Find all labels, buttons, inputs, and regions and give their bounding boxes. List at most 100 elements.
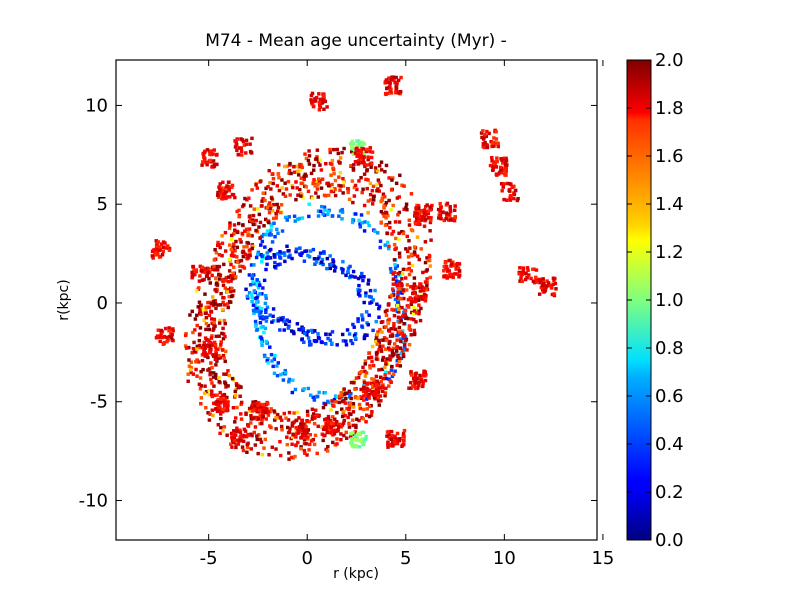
heatmap-cell — [307, 339, 312, 344]
heatmap-cell — [197, 338, 202, 343]
heatmap-cell — [309, 93, 314, 98]
heatmap-cell — [409, 371, 413, 375]
heatmap-cell — [269, 187, 273, 191]
heatmap-cell — [417, 311, 421, 316]
heatmap-cell — [412, 317, 416, 322]
heatmap-cell — [232, 223, 237, 227]
heatmap-cell — [155, 250, 160, 254]
heatmap-cell — [250, 246, 254, 251]
colorbar-tick-label: 1.8 — [655, 98, 684, 119]
heatmap-cell — [363, 359, 368, 363]
colorbar-tick-label: 0.4 — [655, 434, 684, 455]
heatmap-cell — [398, 173, 402, 178]
heatmap-cell — [216, 190, 220, 195]
heatmap-cell — [377, 189, 381, 193]
heatmap-cell — [246, 231, 250, 235]
heatmap-cell — [156, 240, 160, 244]
heatmap-cell — [383, 373, 387, 377]
heatmap-cell — [379, 320, 384, 325]
heatmap-cell — [306, 413, 310, 417]
heatmap-cell — [216, 303, 220, 307]
heatmap-cell — [375, 383, 379, 387]
heatmap-cell — [210, 295, 215, 299]
heatmap-cell — [220, 278, 225, 282]
heatmap-cell — [307, 214, 311, 219]
heatmap-cell — [260, 199, 264, 203]
heatmap-cell — [426, 215, 430, 220]
heatmap-cell — [273, 265, 277, 269]
heatmap-cell — [319, 186, 324, 190]
heatmap-cell — [309, 439, 314, 443]
heatmap-cell — [339, 432, 343, 436]
heatmap-cell — [395, 431, 400, 436]
heatmap-cell — [341, 390, 346, 395]
heatmap-cell — [349, 391, 353, 396]
heatmap-cell — [319, 204, 324, 209]
heatmap-cell — [398, 89, 403, 94]
heatmap-cell — [374, 319, 378, 324]
heatmap-cell — [332, 187, 337, 191]
heatmap-cell — [303, 172, 307, 177]
heatmap-cell — [325, 181, 329, 186]
heatmap-cell — [330, 341, 334, 345]
heatmap-cell — [328, 338, 332, 342]
heatmap-cell — [358, 225, 363, 229]
heatmap-cell — [211, 352, 215, 357]
heatmap-cell — [383, 370, 388, 374]
heatmap-cell — [422, 292, 427, 297]
heatmap-cell — [549, 285, 554, 290]
heatmap-cell — [358, 288, 362, 293]
heatmap-cell — [538, 279, 542, 284]
heatmap-cell — [287, 451, 291, 455]
heatmap-cell — [233, 248, 237, 253]
heatmap-cell — [409, 333, 413, 337]
heatmap-cell — [291, 432, 295, 437]
heatmap-cell — [268, 256, 273, 260]
heatmap-cell — [395, 359, 400, 363]
heatmap-cell — [369, 198, 373, 202]
heatmap-cell — [265, 305, 270, 310]
heatmap-cell — [260, 343, 264, 347]
heatmap-cell — [412, 290, 417, 295]
heatmap-cell — [349, 431, 353, 436]
heatmap-cell — [269, 204, 273, 209]
heatmap-cell — [263, 410, 268, 415]
heatmap-cell — [213, 357, 218, 362]
heatmap-cell — [483, 133, 487, 137]
heatmap-cell — [344, 436, 349, 440]
heatmap-cell — [370, 409, 374, 414]
heatmap-cell — [256, 285, 261, 290]
heatmap-cell — [328, 254, 332, 258]
heatmap-cell — [290, 390, 295, 395]
heatmap-cell — [362, 203, 367, 208]
heatmap-cell — [328, 262, 332, 267]
heatmap-cell — [315, 187, 320, 191]
heatmap-cell — [198, 310, 203, 314]
heatmap-cell — [385, 308, 389, 313]
heatmap-cell — [524, 271, 528, 275]
heatmap-cell — [365, 321, 369, 325]
heatmap-cell — [226, 305, 230, 310]
heatmap-cell — [380, 196, 385, 200]
heatmap-cell — [445, 201, 450, 206]
heatmap-cell — [290, 435, 295, 439]
heatmap-cell — [257, 305, 261, 309]
heatmap-cell — [250, 274, 254, 278]
heatmap-cell — [428, 264, 432, 268]
heatmap-cell — [406, 255, 411, 259]
heatmap-cell — [508, 198, 513, 202]
heatmap-cell — [270, 196, 274, 200]
heatmap-cell — [231, 271, 235, 276]
heatmap-cell — [270, 359, 274, 363]
heatmap-cell — [237, 221, 241, 226]
heatmap-cell — [539, 285, 544, 290]
heatmap-cell — [229, 431, 234, 436]
heatmap-cell — [386, 246, 391, 251]
heatmap-cell — [251, 222, 256, 227]
heatmap-cell — [207, 388, 211, 393]
heatmap-cell — [275, 373, 280, 378]
heatmap-cell — [408, 380, 413, 385]
heatmap-cell — [369, 162, 374, 166]
heatmap-cell — [364, 397, 369, 401]
heatmap-cell — [367, 414, 372, 419]
